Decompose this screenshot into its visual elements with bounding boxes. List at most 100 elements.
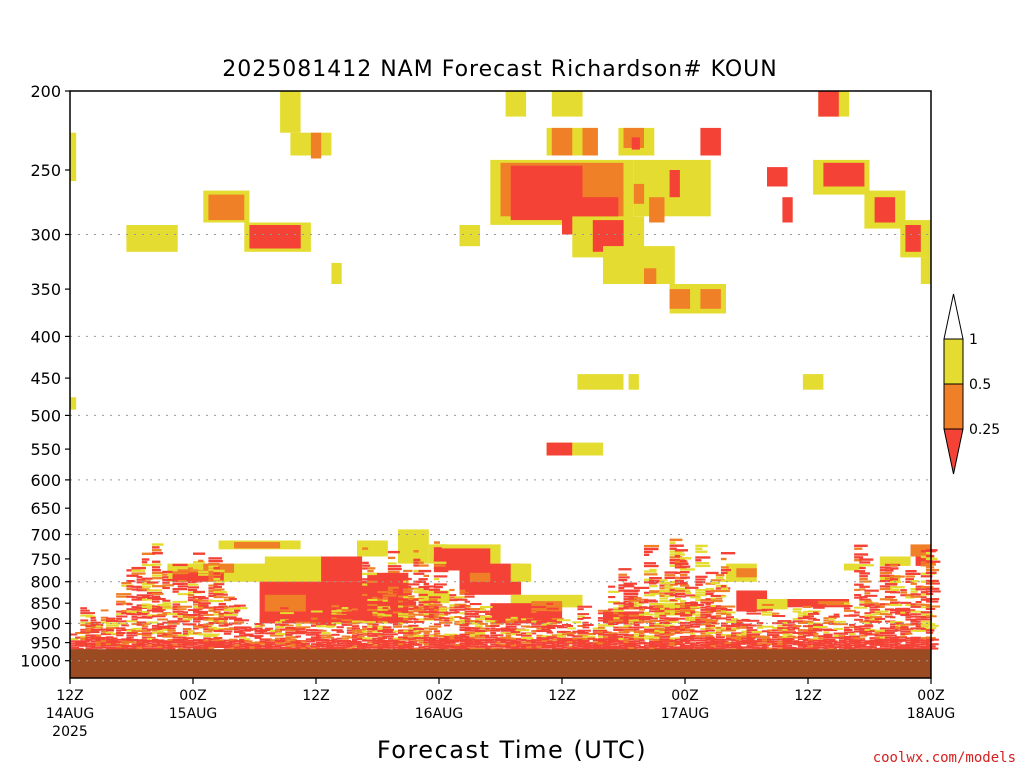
heatmap-cell [203, 625, 212, 628]
heatmap-cell [439, 647, 450, 649]
heatmap-cell [474, 636, 486, 639]
heatmap-cell [710, 589, 721, 592]
heatmap-cell [623, 625, 632, 627]
heatmap-cell [234, 646, 240, 649]
heatmap-cell [618, 602, 625, 605]
heatmap-cell [439, 617, 445, 619]
heatmap-cell [454, 611, 460, 614]
heatmap-cell [818, 640, 828, 642]
heatmap-cell [244, 640, 253, 643]
heatmap-cell [490, 634, 504, 637]
heatmap-cell [367, 639, 375, 642]
heatmap-cell [177, 634, 190, 637]
heatmap-cell [116, 600, 126, 603]
heatmap-cell [275, 626, 285, 628]
heatmap-cell [136, 575, 143, 579]
heatmap-cell [321, 556, 363, 582]
heatmap-cell [720, 629, 737, 632]
heatmap-cell [715, 589, 730, 593]
heatmap-cell [223, 641, 232, 644]
heatmap-cell [85, 636, 95, 639]
heatmap-cell [449, 588, 455, 592]
heatmap-cell [116, 627, 126, 630]
colorbar-bin [943, 383, 964, 430]
heatmap-cell [418, 561, 424, 564]
heatmap-cell [664, 626, 671, 629]
heatmap-cell [152, 569, 161, 572]
heatmap-cell [731, 625, 741, 628]
heatmap-cell [326, 641, 336, 644]
heatmap-cell [746, 645, 754, 648]
heatmap-cell [603, 645, 610, 648]
heatmap-cell [208, 579, 219, 582]
heatmap-cell [177, 636, 187, 639]
heatmap-cell [403, 577, 412, 581]
heatmap-cell [208, 592, 224, 595]
heatmap-cell [608, 632, 618, 635]
heatmap-cell [679, 599, 687, 602]
heatmap-cell [141, 625, 149, 628]
heatmap-cell [664, 574, 676, 577]
heatmap-cell [428, 616, 439, 619]
heatmap-cell [726, 628, 734, 630]
heatmap-cell [382, 607, 389, 610]
heatmap-cell [925, 587, 940, 590]
credit-link[interactable]: coolwx.com/models [873, 750, 1016, 766]
heatmap-cell [777, 620, 792, 623]
heatmap-cell [874, 613, 885, 616]
heatmap-cell [623, 634, 635, 637]
heatmap-cell [608, 645, 623, 648]
heatmap-cell [879, 556, 911, 566]
heatmap-cell [920, 603, 932, 606]
heatmap-cell [726, 613, 732, 616]
heatmap-cell [398, 643, 407, 646]
heatmap-cell [377, 601, 387, 604]
heatmap-cell [418, 569, 432, 573]
heatmap-cell [423, 636, 431, 639]
heatmap-cell [398, 641, 406, 643]
heatmap-cell [413, 632, 420, 635]
heatmap-cell [849, 633, 856, 636]
heatmap-cell [423, 600, 437, 603]
heatmap-cell [772, 615, 786, 617]
heatmap-cell [808, 643, 824, 646]
heatmap-cell [172, 577, 182, 580]
heatmap-cell [700, 630, 709, 633]
heatmap-cell [146, 637, 155, 640]
heatmap-cell [910, 595, 922, 598]
heatmap-cell [152, 638, 159, 641]
heatmap-cell [439, 614, 445, 617]
heatmap-cell [664, 624, 675, 627]
chart-title: 2025081412 NAM Forecast Richardson# KOUN [222, 57, 777, 82]
heatmap-cell [705, 603, 711, 606]
heatmap-cell [905, 596, 915, 599]
heatmap-cell [802, 634, 811, 637]
heatmap-cell [152, 566, 161, 569]
heatmap-cell [403, 583, 415, 586]
heatmap-cell [802, 620, 814, 623]
heatmap-cell [346, 645, 353, 648]
heatmap-cell [613, 614, 623, 617]
heatmap-cell [459, 633, 474, 636]
heatmap-cell [403, 588, 410, 591]
heatmap-cell [521, 634, 532, 637]
heatmap-cell [890, 599, 898, 602]
heatmap-cell [567, 632, 577, 634]
heatmap-cell [828, 615, 840, 618]
heatmap-cell [357, 647, 366, 650]
heatmap-cell [357, 631, 364, 634]
heatmap-cell [572, 646, 578, 649]
heatmap-cell [413, 613, 423, 616]
heatmap-cell [818, 91, 839, 117]
heatmap-cell [367, 583, 374, 586]
heatmap-cell [638, 620, 652, 623]
heatmap-cell [690, 606, 701, 609]
heatmap-cell [254, 625, 263, 628]
heatmap-cell [367, 625, 375, 628]
heatmap-cell [351, 608, 358, 611]
y-tick-label: 450 [30, 369, 61, 388]
heatmap-cell [884, 574, 895, 577]
heatmap-cell [541, 637, 554, 640]
heatmap-cell [403, 585, 412, 589]
heatmap-cell [526, 632, 533, 635]
